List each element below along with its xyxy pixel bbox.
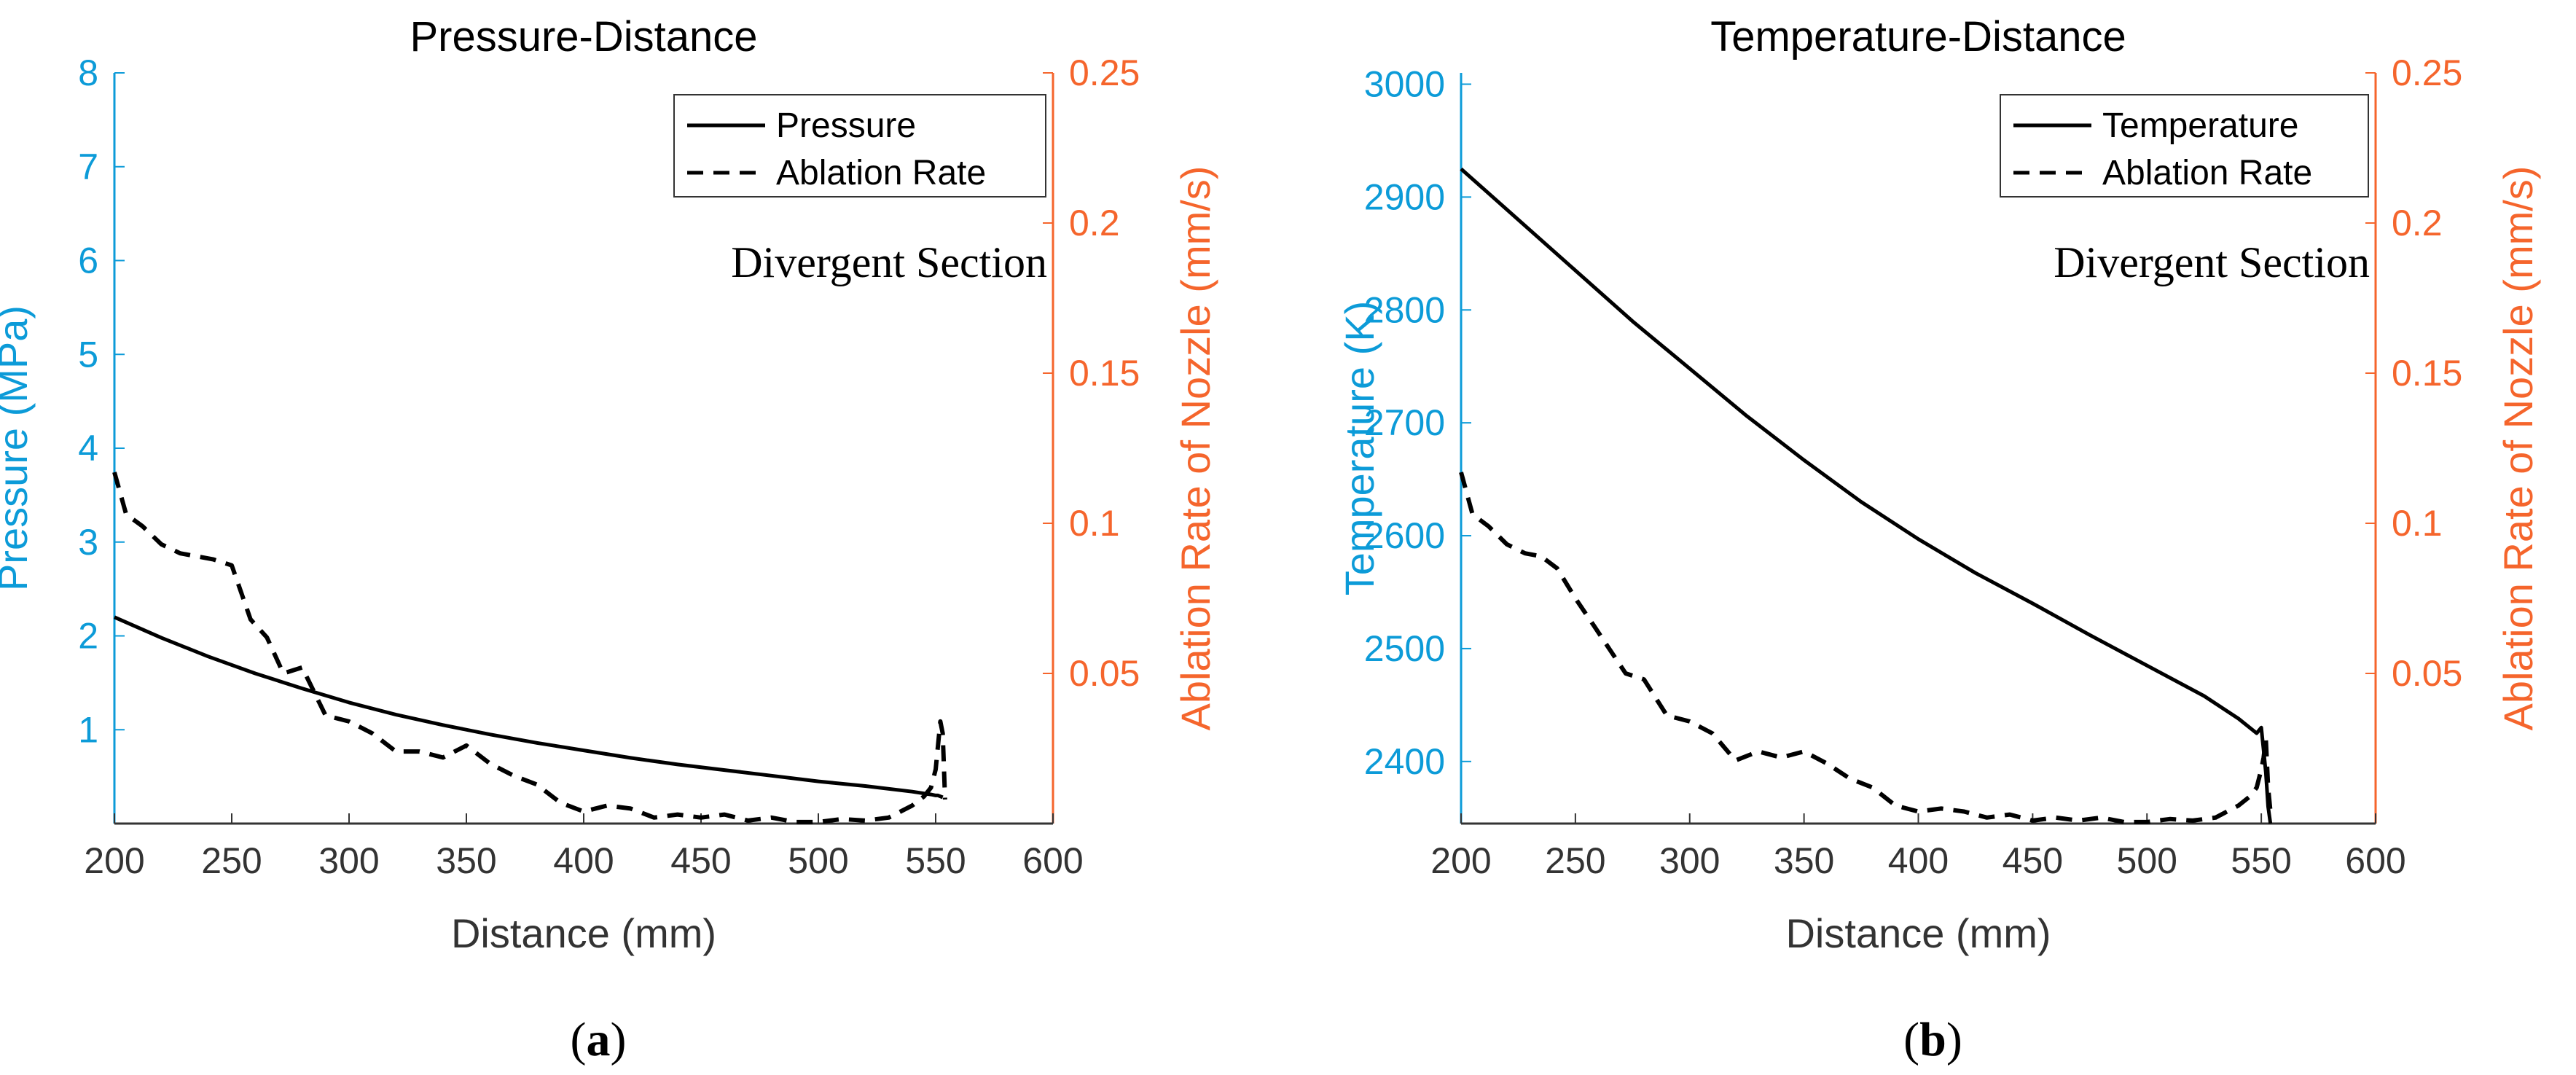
legend-box xyxy=(2000,94,2369,198)
ablation-rate-series-line xyxy=(112,472,947,824)
x-tick-label: 600 xyxy=(2345,840,2405,881)
x-tick-label: 250 xyxy=(201,840,262,881)
x-tick-label: 500 xyxy=(788,840,848,881)
left-y-tick-label: 2500 xyxy=(1364,628,1445,669)
x-tick-label: 350 xyxy=(1774,840,1834,881)
panel-caption: (a) xyxy=(571,1013,627,1066)
right-y-tick-label: 0.2 xyxy=(2392,203,2443,243)
right-y-tick-label: 0.05 xyxy=(1069,653,1140,694)
left-y-tick-label: 6 xyxy=(78,241,98,281)
x-tick-label: 400 xyxy=(553,840,614,881)
left-y-tick-label: 2600 xyxy=(1364,515,1445,556)
caption-open-paren: ( xyxy=(571,1013,587,1066)
x-axis-label: Distance (mm) xyxy=(1785,910,2051,956)
x-tick-label: 500 xyxy=(2117,840,2177,881)
x-tick-label: 200 xyxy=(1430,840,1491,881)
right-y-tick-label: 0.05 xyxy=(2392,653,2462,694)
legend-box xyxy=(673,94,1046,198)
x-tick-label: 550 xyxy=(2231,840,2291,881)
x-tick-label: 550 xyxy=(905,840,966,881)
x-tick-label: 350 xyxy=(436,840,496,881)
legend-entry-label: Ablation Rate xyxy=(2102,154,2312,192)
x-tick-label: 450 xyxy=(2003,840,2063,881)
legend-entry-label: Pressure xyxy=(776,106,916,145)
legend-entry-label: Ablation Rate xyxy=(776,154,986,192)
x-tick-label: 400 xyxy=(1888,840,1949,881)
left-y-tick-label: 5 xyxy=(78,334,98,375)
caption-close-paren: ) xyxy=(611,1013,627,1066)
right-y-tick-label: 0.25 xyxy=(2392,52,2462,93)
left-y-tick-label: 2 xyxy=(78,616,98,657)
pressure-series-line xyxy=(113,615,944,800)
chart-title: Pressure-Distance xyxy=(410,13,757,60)
left-y-tick-label: 2800 xyxy=(1364,289,1445,330)
x-tick-label: 200 xyxy=(84,840,144,881)
left-y-tick-label: 3 xyxy=(78,522,98,563)
chart-title: Temperature-Distance xyxy=(1710,13,2126,60)
left-y-tick-label: 4 xyxy=(78,428,98,469)
right-y-tick-label: 0.1 xyxy=(2392,503,2443,544)
ablation-rate-series-line xyxy=(1459,472,2273,824)
left-y-tick-label: 2700 xyxy=(1364,402,1445,443)
divergent-section-annotation: Divergent Section xyxy=(2054,238,2370,286)
divergent-section-annotation: Divergent Section xyxy=(731,238,1047,286)
caption-letter: b xyxy=(1919,1013,1946,1066)
x-tick-label: 600 xyxy=(1022,840,1083,881)
panel-caption: (b) xyxy=(1903,1013,1962,1066)
caption-close-paren: ) xyxy=(1946,1013,1962,1066)
left-y-tick-label: 7 xyxy=(78,146,98,187)
temperature-series-line xyxy=(1460,167,2273,824)
right-y-axis-label: Ablation Rate of Nozzle (mm/s) xyxy=(2495,166,2541,731)
x-tick-label: 300 xyxy=(1659,840,1720,881)
left-y-tick-label: 2900 xyxy=(1364,176,1445,217)
right-y-tick-label: 0.15 xyxy=(1069,353,1140,394)
left-y-tick-label: 8 xyxy=(78,52,98,93)
right-y-tick-label: 0.2 xyxy=(1069,203,1120,243)
caption-open-paren: ( xyxy=(1903,1013,1919,1066)
right-y-tick-label: 0.1 xyxy=(1069,503,1120,544)
legend-entry-label: Temperature xyxy=(2102,106,2298,145)
left-y-axis-label: Pressure (MPa) xyxy=(0,305,36,591)
x-tick-label: 300 xyxy=(318,840,379,881)
right-y-tick-label: 0.25 xyxy=(1069,52,1140,93)
x-tick-label: 250 xyxy=(1545,840,1605,881)
caption-letter: a xyxy=(587,1013,611,1066)
left-y-tick-label: 2400 xyxy=(1364,741,1445,782)
left-y-tick-label: 3000 xyxy=(1364,63,1445,104)
right-y-axis-label: Ablation Rate of Nozzle (mm/s) xyxy=(1172,166,1218,731)
right-y-tick-label: 0.15 xyxy=(2392,353,2462,394)
left-y-tick-label: 1 xyxy=(78,709,98,750)
panel-b-temperature-chart: Temperature-Distance 200 250 300 350 400 450 50… xyxy=(1336,13,2541,1066)
left-y-axis-label: Temperature (K) xyxy=(1336,301,1382,596)
x-axis-label: Distance (mm) xyxy=(451,910,716,956)
x-tick-label: 450 xyxy=(670,840,731,881)
